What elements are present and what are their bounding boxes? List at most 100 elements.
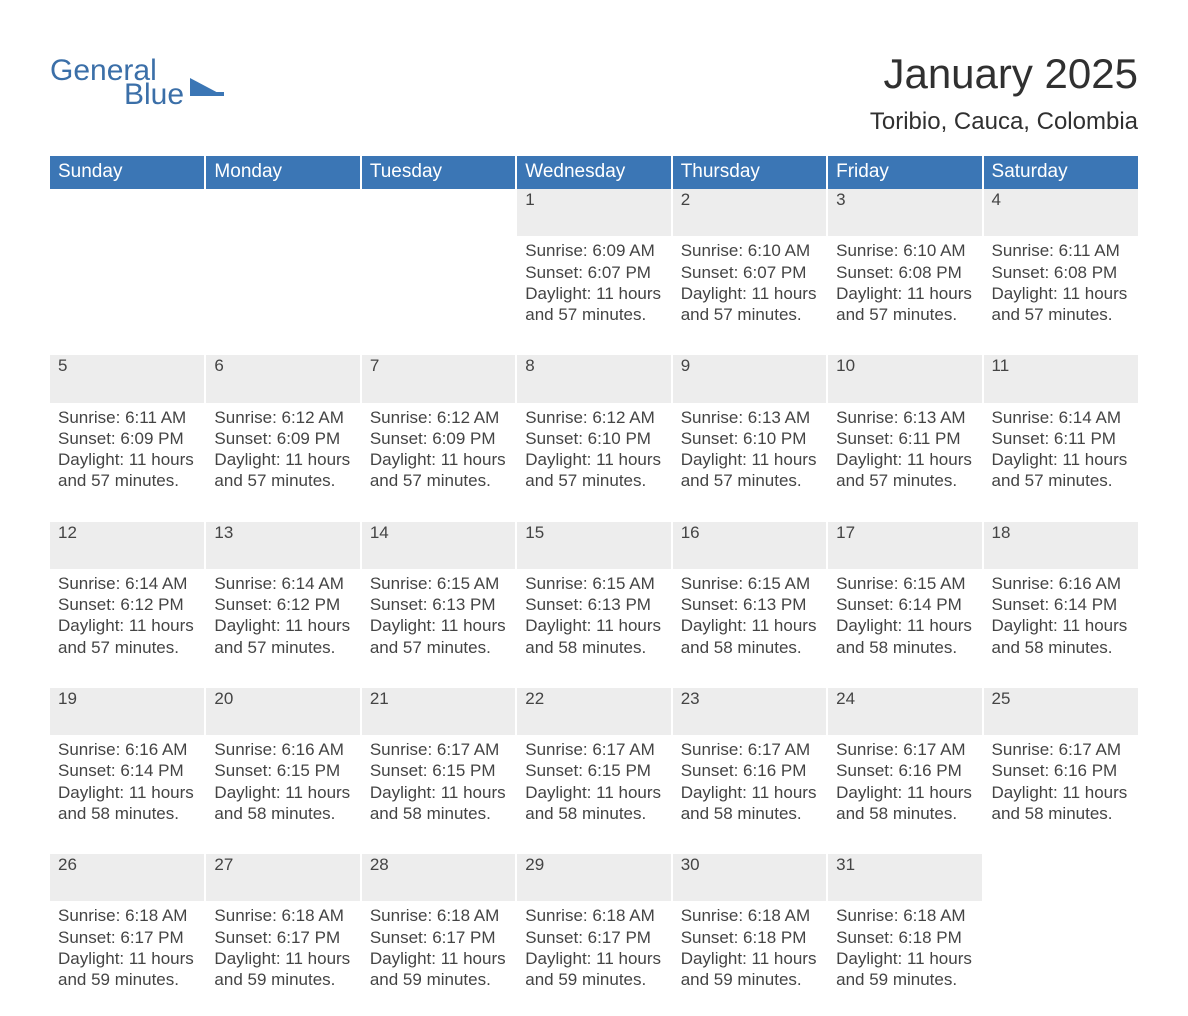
sunset-line: Sunset: 6:18 PM (836, 927, 975, 948)
day-number-row: 1234 (50, 189, 1138, 238)
weekday-header: Saturday (983, 156, 1138, 189)
day-number: 24 (827, 686, 982, 737)
sunrise-line: Sunrise: 6:15 AM (836, 573, 975, 594)
sunrise-line: Sunrise: 6:16 AM (214, 739, 353, 760)
calendar-body: 1234 Sunrise: 6:09 AMSunset: 6:07 PMDayl… (50, 189, 1138, 1016)
sunset-line: Sunset: 6:16 PM (836, 760, 975, 781)
daylight-line: Daylight: 11 hours and 59 minutes. (214, 948, 353, 991)
sunrise-line: Sunrise: 6:15 AM (525, 573, 664, 594)
empty-cell (50, 189, 205, 238)
day-number: 9 (672, 353, 827, 404)
day-cell: Sunrise: 6:16 AMSunset: 6:14 PMDaylight:… (50, 737, 205, 852)
empty-cell (983, 903, 1138, 1016)
day-cell: Sunrise: 6:18 AMSunset: 6:18 PMDaylight:… (827, 903, 982, 1016)
sunset-line: Sunset: 6:17 PM (58, 927, 198, 948)
sunset-line: Sunset: 6:09 PM (370, 428, 509, 449)
day-cell: Sunrise: 6:13 AMSunset: 6:11 PMDaylight:… (827, 405, 982, 520)
day-cell: Sunrise: 6:12 AMSunset: 6:09 PMDaylight:… (205, 405, 360, 520)
day-number: 21 (361, 686, 516, 737)
sunset-line: Sunset: 6:08 PM (836, 262, 975, 283)
sunrise-line: Sunrise: 6:18 AM (681, 905, 820, 926)
day-number: 31 (827, 852, 982, 903)
day-cell: Sunrise: 6:18 AMSunset: 6:17 PMDaylight:… (205, 903, 360, 1016)
sunset-line: Sunset: 6:15 PM (214, 760, 353, 781)
day-number: 7 (361, 353, 516, 404)
day-number: 26 (50, 852, 205, 903)
day-number: 1 (516, 189, 671, 238)
sunset-line: Sunset: 6:17 PM (214, 927, 353, 948)
weekday-header: Monday (205, 156, 360, 189)
sunset-line: Sunset: 6:13 PM (525, 594, 664, 615)
day-cell: Sunrise: 6:17 AMSunset: 6:16 PMDaylight:… (672, 737, 827, 852)
day-number-row: 262728293031 (50, 852, 1138, 903)
sunrise-line: Sunrise: 6:13 AM (836, 407, 975, 428)
sunrise-line: Sunrise: 6:14 AM (58, 573, 198, 594)
page-header: General Blue January 2025 Toribio, Cauca… (50, 50, 1138, 148)
empty-cell (361, 238, 516, 353)
empty-cell (361, 189, 516, 238)
daylight-line: Daylight: 11 hours and 59 minutes. (681, 948, 820, 991)
sunset-line: Sunset: 6:17 PM (525, 927, 664, 948)
daylight-line: Daylight: 11 hours and 59 minutes. (58, 948, 198, 991)
day-cell: Sunrise: 6:17 AMSunset: 6:15 PMDaylight:… (361, 737, 516, 852)
sunset-line: Sunset: 6:11 PM (836, 428, 975, 449)
daylight-line: Daylight: 11 hours and 58 minutes. (992, 615, 1132, 658)
daylight-line: Daylight: 11 hours and 59 minutes. (836, 948, 975, 991)
sunset-line: Sunset: 6:12 PM (214, 594, 353, 615)
sunset-line: Sunset: 6:10 PM (525, 428, 664, 449)
daylight-line: Daylight: 11 hours and 57 minutes. (525, 449, 664, 492)
sunrise-line: Sunrise: 6:12 AM (214, 407, 353, 428)
day-number: 10 (827, 353, 982, 404)
day-cell: Sunrise: 6:16 AMSunset: 6:14 PMDaylight:… (983, 571, 1138, 686)
daylight-line: Daylight: 11 hours and 57 minutes. (836, 283, 975, 326)
day-cell: Sunrise: 6:15 AMSunset: 6:13 PMDaylight:… (672, 571, 827, 686)
daylight-line: Daylight: 11 hours and 58 minutes. (992, 782, 1132, 825)
day-cell: Sunrise: 6:12 AMSunset: 6:10 PMDaylight:… (516, 405, 671, 520)
daylight-line: Daylight: 11 hours and 57 minutes. (370, 449, 509, 492)
day-number: 2 (672, 189, 827, 238)
day-number: 19 (50, 686, 205, 737)
sunrise-line: Sunrise: 6:17 AM (681, 739, 820, 760)
day-number-row: 12131415161718 (50, 520, 1138, 571)
day-number: 13 (205, 520, 360, 571)
sunset-line: Sunset: 6:18 PM (681, 927, 820, 948)
sunset-line: Sunset: 6:12 PM (58, 594, 198, 615)
day-cell: Sunrise: 6:18 AMSunset: 6:17 PMDaylight:… (516, 903, 671, 1016)
sunrise-line: Sunrise: 6:16 AM (992, 573, 1132, 594)
day-cell: Sunrise: 6:14 AMSunset: 6:11 PMDaylight:… (983, 405, 1138, 520)
day-cell: Sunrise: 6:18 AMSunset: 6:17 PMDaylight:… (361, 903, 516, 1016)
day-cell: Sunrise: 6:17 AMSunset: 6:16 PMDaylight:… (827, 737, 982, 852)
day-number: 27 (205, 852, 360, 903)
sunrise-line: Sunrise: 6:17 AM (836, 739, 975, 760)
daylight-line: Daylight: 11 hours and 58 minutes. (58, 782, 198, 825)
day-number: 6 (205, 353, 360, 404)
sunrise-line: Sunrise: 6:09 AM (525, 240, 664, 261)
logo-word-2: Blue (124, 80, 184, 110)
weekday-header: Wednesday (516, 156, 671, 189)
weekday-header: Thursday (672, 156, 827, 189)
day-cell: Sunrise: 6:13 AMSunset: 6:10 PMDaylight:… (672, 405, 827, 520)
daylight-line: Daylight: 11 hours and 57 minutes. (836, 449, 975, 492)
day-cell: Sunrise: 6:11 AMSunset: 6:09 PMDaylight:… (50, 405, 205, 520)
day-cell: Sunrise: 6:18 AMSunset: 6:17 PMDaylight:… (50, 903, 205, 1016)
day-number: 30 (672, 852, 827, 903)
daylight-line: Daylight: 11 hours and 57 minutes. (992, 283, 1132, 326)
sunrise-line: Sunrise: 6:18 AM (214, 905, 353, 926)
sunrise-line: Sunrise: 6:10 AM (681, 240, 820, 261)
day-cell: Sunrise: 6:10 AMSunset: 6:07 PMDaylight:… (672, 238, 827, 353)
day-cell: Sunrise: 6:16 AMSunset: 6:15 PMDaylight:… (205, 737, 360, 852)
sunrise-line: Sunrise: 6:12 AM (525, 407, 664, 428)
sunset-line: Sunset: 6:10 PM (681, 428, 820, 449)
day-cell: Sunrise: 6:14 AMSunset: 6:12 PMDaylight:… (205, 571, 360, 686)
weekday-header: Tuesday (361, 156, 516, 189)
sunset-line: Sunset: 6:09 PM (214, 428, 353, 449)
day-number: 17 (827, 520, 982, 571)
sunset-line: Sunset: 6:08 PM (992, 262, 1132, 283)
sunrise-line: Sunrise: 6:17 AM (992, 739, 1132, 760)
day-number: 28 (361, 852, 516, 903)
day-detail-row: Sunrise: 6:11 AMSunset: 6:09 PMDaylight:… (50, 405, 1138, 520)
sunrise-line: Sunrise: 6:15 AM (681, 573, 820, 594)
day-cell: Sunrise: 6:12 AMSunset: 6:09 PMDaylight:… (361, 405, 516, 520)
daylight-line: Daylight: 11 hours and 57 minutes. (214, 615, 353, 658)
day-cell: Sunrise: 6:17 AMSunset: 6:15 PMDaylight:… (516, 737, 671, 852)
